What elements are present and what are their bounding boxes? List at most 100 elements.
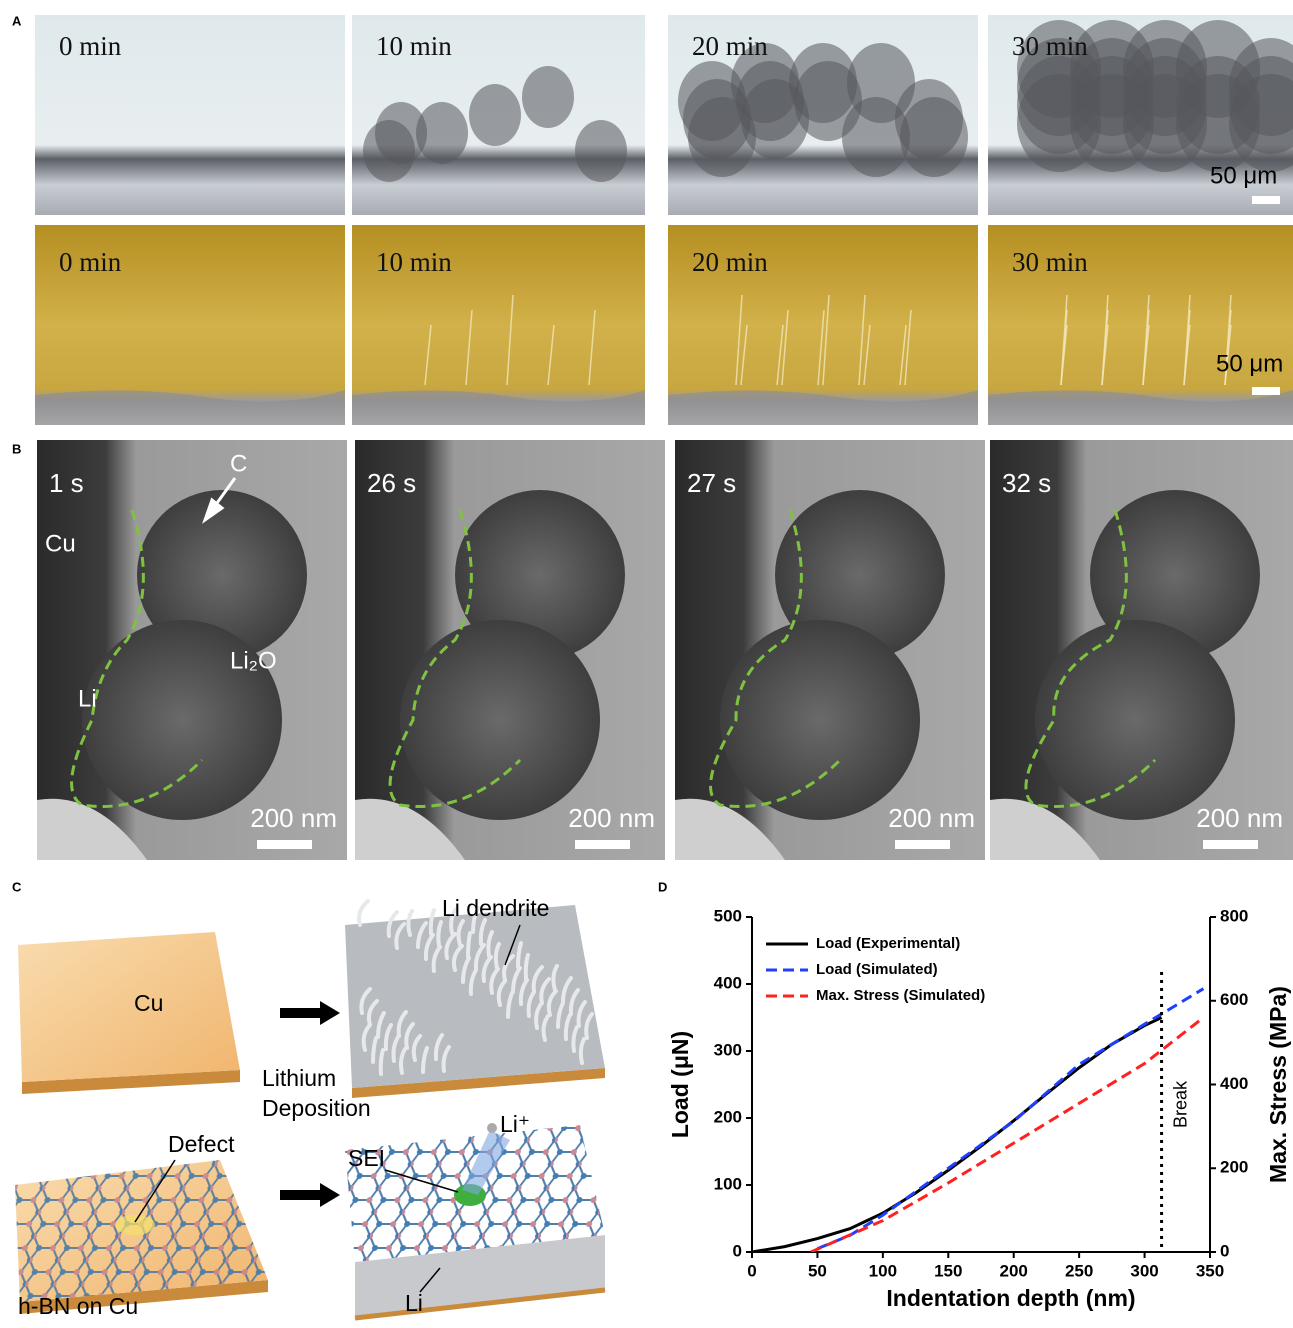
diagram-label: Deposition: [262, 1095, 371, 1121]
deposit: [575, 120, 627, 182]
y-tick-label: 500: [714, 906, 742, 925]
time-label: 10 min: [376, 247, 452, 277]
dendrite: [359, 901, 368, 925]
li-particle: [1035, 620, 1235, 820]
deposit: [375, 102, 427, 164]
annotation: Break: [1170, 1080, 1190, 1128]
diagram-label: SEI: [348, 1145, 385, 1171]
scale-bar: [1203, 840, 1258, 849]
tem-image: 26 s 200 nm: [355, 440, 665, 860]
y2-tick-label: 600: [1220, 990, 1248, 1009]
x-axis-title: Indentation depth (nm): [886, 1285, 1135, 1311]
x-tick-label: 300: [1130, 1261, 1158, 1280]
time-label: 20 min: [692, 247, 768, 277]
series-line: [811, 1018, 1204, 1253]
deposit: [895, 79, 963, 159]
diagram-label: Cu: [134, 990, 163, 1016]
y-tick-label: 200: [714, 1107, 742, 1126]
diagram-label: Defect: [168, 1131, 235, 1157]
tem-label: Li₂O: [230, 647, 277, 674]
x-tick-label: 200: [1000, 1261, 1028, 1280]
deposit: [469, 84, 521, 146]
scale-label: 50 μm: [1210, 162, 1277, 189]
content: A B C D 0 min 10 min 20 min 30 min 50 μm 0 min 10 …: [12, 13, 1293, 1319]
time-label: 32 s: [1002, 468, 1051, 498]
panel-letter: B: [12, 441, 21, 456]
deposit: [789, 43, 857, 123]
photo: 20 min: [668, 225, 978, 425]
tem-image: 1 s 200 nm: [37, 440, 347, 860]
figure: A B C D 0 min 10 min 20 min 30 min 50 μm 0 min 10 …: [0, 0, 1293, 1323]
y-tick-label: 0: [733, 1241, 742, 1260]
diagram-label: Li dendrite: [442, 895, 549, 921]
y2-tick-label: 400: [1220, 1074, 1248, 1093]
scale-bar: [1252, 196, 1280, 204]
x-tick-label: 0: [747, 1261, 756, 1280]
photo: 0 min: [35, 15, 345, 215]
diagram-label: Li: [405, 1290, 423, 1316]
time-label: 0 min: [59, 247, 122, 277]
series-line: [817, 989, 1203, 1249]
photo: 30 min: [988, 225, 1293, 425]
photo: 10 min: [352, 225, 645, 425]
dendrite: [526, 955, 528, 979]
time-label: 26 s: [367, 468, 416, 498]
diagram-label: h-BN on Cu: [18, 1293, 138, 1319]
scale-label: 200 nm: [250, 803, 337, 833]
scale-bar: [1252, 387, 1280, 395]
tem-label: Li: [78, 685, 97, 712]
plate-top: [345, 905, 605, 1088]
deposit: [1123, 56, 1207, 154]
arrow: [280, 1183, 340, 1207]
dendrite: [381, 1050, 383, 1074]
panel-letter: D: [658, 879, 667, 894]
y2-axis-title: Max. Stress (MPa): [1265, 986, 1291, 1183]
diagram-label: Lithium: [262, 1065, 336, 1091]
tem-label: C: [230, 450, 247, 477]
tem-label: Cu: [45, 530, 76, 557]
time-label: 30 min: [1012, 247, 1088, 277]
scale-bar: [575, 840, 630, 849]
scale-bar: [895, 840, 950, 849]
y-axis-title: Load (μN): [667, 1031, 693, 1138]
time-label: 30 min: [1012, 31, 1088, 61]
arrow: [280, 1001, 340, 1025]
dendrite: [468, 933, 470, 957]
x-tick-label: 100: [869, 1261, 897, 1280]
time-label: 1 s: [49, 468, 84, 498]
x-tick-label: 250: [1065, 1261, 1093, 1280]
time-label: 20 min: [692, 31, 768, 61]
y2-tick-label: 200: [1220, 1158, 1248, 1177]
photo: 10 min: [352, 15, 645, 215]
defect: [115, 1215, 155, 1235]
panel-letter: A: [12, 13, 22, 28]
tem-image: 27 s 200 nm: [675, 440, 985, 860]
x-tick-label: 50: [808, 1261, 827, 1280]
y2-tick-label: 800: [1220, 906, 1248, 925]
plate-top: [18, 932, 240, 1082]
time-label: 27 s: [687, 468, 736, 498]
photo: 20 min: [668, 15, 978, 215]
photo: 0 min: [35, 225, 345, 425]
panel-letter: C: [12, 879, 22, 894]
plate: [18, 932, 240, 1094]
legend-label: Max. Stress (Simulated): [816, 987, 985, 1004]
tem-image: 32 s200 nm: [990, 440, 1293, 860]
y-tick-label: 300: [714, 1040, 742, 1059]
deposit: [522, 66, 574, 128]
y2-tick-label: 0: [1220, 1241, 1229, 1260]
plate: [345, 905, 605, 1098]
x-tick-label: 350: [1196, 1261, 1224, 1280]
li-particle: [400, 620, 600, 820]
y-tick-label: 400: [714, 973, 742, 992]
scale-label: 200 nm: [568, 803, 655, 833]
time-label: 10 min: [376, 31, 452, 61]
diagram-label: Li⁺: [500, 1111, 530, 1137]
y-tick-label: 100: [714, 1174, 742, 1193]
time-label: 0 min: [59, 31, 122, 61]
scale-bar: [257, 840, 312, 849]
legend-label: Load (Simulated): [816, 961, 938, 978]
scale-label: 200 nm: [888, 803, 975, 833]
li-ion: [487, 1123, 497, 1133]
li-particle: [720, 620, 920, 820]
